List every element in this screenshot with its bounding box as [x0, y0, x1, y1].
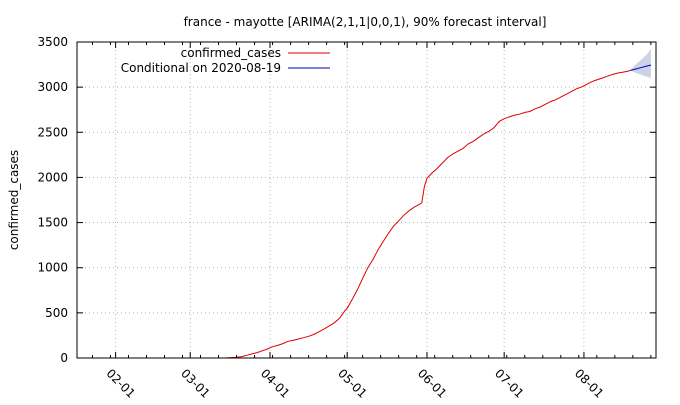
grid-lines: [77, 42, 656, 358]
y-tick-label: 0: [60, 351, 68, 365]
x-tick-label: 08-01: [572, 366, 607, 400]
forecast-interval-area: [630, 49, 651, 79]
y-tick-label: 1000: [37, 261, 68, 275]
chart-title: france - mayotte [ARIMA(2,1,1|0,0,1), 90…: [184, 15, 547, 29]
y-tick-label: 2500: [37, 125, 68, 139]
y-tick-label: 3000: [37, 80, 68, 94]
legend-label: Conditional on 2020-08-19: [121, 61, 281, 75]
series-lines: [221, 64, 652, 359]
x-tick-label: 02-01: [103, 366, 138, 400]
y-tick-label: 500: [45, 306, 68, 320]
y-tick-label: 3500: [37, 35, 68, 49]
x-tick-label: 06-01: [415, 366, 450, 400]
forecast-interval-band: [630, 49, 651, 79]
axis-ticks: 0 500 1000 1500 2000 2500 3000 3500 02-01 03-01 04…: [37, 35, 656, 401]
y-tick-label: 2000: [37, 170, 68, 184]
y-tick-label: 1500: [37, 216, 68, 230]
y-axis-label: confirmed_cases: [7, 150, 21, 250]
x-tick-label: 04-01: [258, 366, 293, 400]
x-tick-label: 07-01: [492, 366, 527, 400]
series-line-forecast: [630, 64, 652, 71]
series-line-confirmed-cases: [221, 69, 631, 359]
legend-label: confirmed_cases: [181, 46, 281, 60]
x-tick-label: 03-01: [178, 366, 213, 400]
x-tick-label: 05-01: [335, 366, 370, 400]
plot-frame: [76, 41, 657, 359]
